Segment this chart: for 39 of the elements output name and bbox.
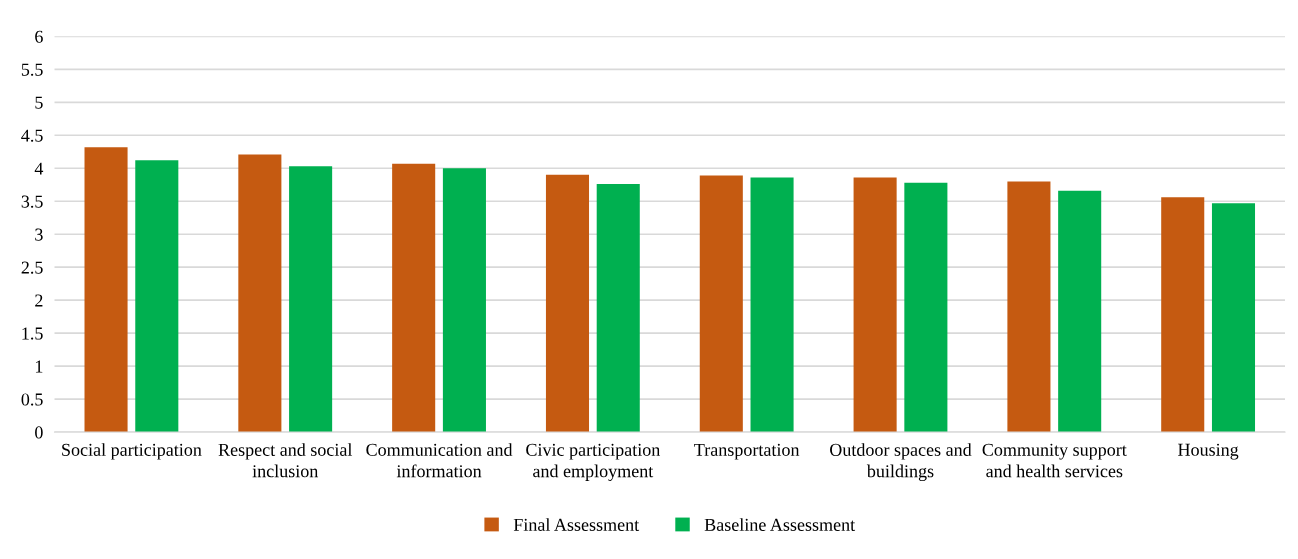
x-tick-label: Respect and social inclusion [218,443,353,478]
y-tick-label: 0.5 [21,393,43,406]
x-tick-label: Communication and information [366,443,513,478]
legend-label: Baseline Assessment [704,518,856,531]
y-tick-label: 5.5 [21,63,43,76]
y-tick-label: 2.5 [21,261,43,274]
bar [545,174,590,433]
bar [853,177,897,433]
y-tick-label: 4.5 [21,129,43,142]
x-tick-label: Community support and health services [982,443,1127,478]
bar [1058,190,1102,433]
x-tick-label: Social participation [62,443,202,460]
bar [289,166,333,433]
y-tick-label: 0 [35,426,43,439]
y-tick-label: 5 [35,96,43,109]
bar [1211,203,1256,433]
legend-label: Final Assessment [513,518,640,531]
bar [135,160,179,433]
y-tick-label: 1 [35,360,43,373]
y-tick-label: 6 [35,30,43,43]
y-tick-label: 3 [35,228,43,241]
y-tick-label: 4 [34,162,44,175]
x-tick-label: Civic participation and employment [526,443,661,482]
bar [596,184,640,433]
y-tick-label: 1.5 [22,327,43,340]
bar [750,177,794,433]
bar [238,154,282,433]
y-tick-label: 3.5 [21,195,43,208]
bar [1007,181,1051,433]
y-tick-label: 2 [35,294,43,307]
x-tick-label: Housing [1178,443,1239,460]
bar [699,175,743,433]
bar [904,182,948,433]
x-tick-label: Outdoor spaces and buildings [830,443,972,482]
bar [442,168,486,433]
bar [392,163,436,433]
bar [84,147,128,433]
x-tick-label: Transportation [694,443,800,460]
bar [1161,197,1205,433]
